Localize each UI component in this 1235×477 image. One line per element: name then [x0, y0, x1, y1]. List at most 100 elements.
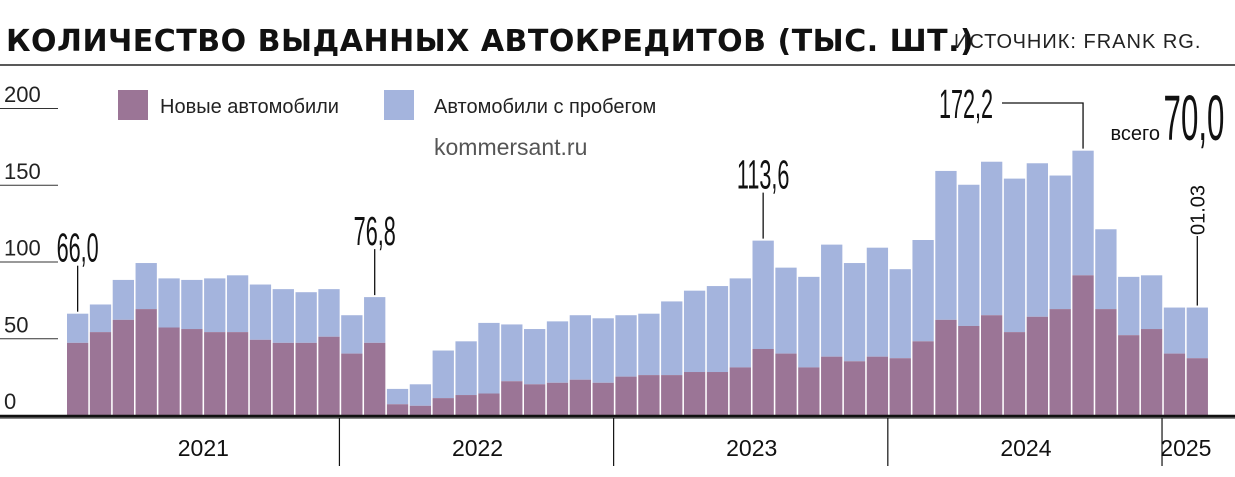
total-value-label: 172,2	[939, 82, 993, 127]
bar-used	[638, 313, 660, 376]
watermark-text: kommersant.ru	[434, 134, 587, 160]
current-total-prefix: всего	[1110, 123, 1160, 145]
bar-used	[226, 275, 249, 333]
y-tick-label: 0	[4, 389, 16, 414]
bar-new	[1049, 309, 1071, 415]
chart-title: КОЛИЧЕСТВО ВЫДАННЫХ АВТОКРЕДИТОВ (ТЫС. Ш…	[6, 24, 974, 59]
legend-swatch-used	[384, 90, 414, 120]
bar-new	[958, 325, 980, 415]
bar-used	[821, 244, 843, 357]
bar-new	[981, 315, 1003, 415]
bar-used	[89, 304, 112, 333]
bar-used	[432, 350, 454, 399]
bar-new	[1163, 353, 1186, 415]
bar-used	[1026, 163, 1048, 317]
bar-new	[1186, 358, 1208, 415]
bar-new	[135, 309, 157, 415]
bar-new	[409, 405, 432, 415]
bar-used	[912, 240, 934, 342]
bar-new	[683, 372, 706, 415]
bar-used	[1049, 175, 1071, 310]
bar-new	[226, 332, 249, 415]
current-date-label: 01.03	[1187, 185, 1209, 235]
bar-used	[364, 297, 386, 343]
bar-new	[501, 381, 523, 415]
bar-used	[501, 324, 523, 382]
bar-used	[1003, 178, 1026, 333]
bar-used	[866, 247, 889, 357]
total-value-label: 66,0	[57, 226, 99, 271]
bar-new	[546, 382, 569, 415]
x-year-label: 2025	[1160, 435, 1211, 461]
bar-used	[318, 289, 340, 337]
bar-new	[295, 342, 317, 415]
bar-new	[615, 376, 637, 415]
bar-used	[843, 263, 866, 362]
bar-new	[249, 339, 272, 415]
bar-used	[135, 263, 157, 310]
bar-used	[181, 279, 203, 330]
bar-used	[249, 284, 272, 340]
bar-used	[935, 170, 957, 320]
bar-used	[67, 313, 89, 343]
bar-new	[1026, 316, 1048, 415]
bar-used	[1186, 307, 1208, 359]
total-leader-line	[1002, 102, 1084, 149]
bar-new	[112, 319, 134, 415]
bar-used	[295, 292, 317, 343]
total-value-label: 76,8	[354, 209, 396, 254]
legend-label-new: Новые автомобили	[160, 96, 339, 118]
bar-used	[615, 315, 637, 377]
bar-used	[478, 322, 500, 394]
bar-used	[661, 301, 683, 376]
bar-new	[364, 342, 386, 415]
bar-new	[318, 336, 340, 415]
bar-used	[798, 276, 820, 368]
bar-new	[1095, 309, 1117, 415]
total-value-label: 113,6	[737, 152, 789, 197]
bar-new	[204, 332, 226, 415]
legend-swatch-new	[118, 90, 148, 120]
y-tick-label: 100	[4, 236, 41, 261]
bar-new	[89, 332, 112, 415]
bar-new	[1003, 332, 1026, 415]
bar-used	[592, 318, 614, 383]
x-axis: 2021 2022 2023 2024 2025	[0, 414, 1235, 466]
bar-new	[661, 375, 683, 415]
bar-new	[478, 393, 500, 415]
bar-new	[432, 398, 454, 415]
y-tick-label: 50	[4, 312, 28, 337]
bar-new	[729, 367, 751, 415]
x-year-label: 2024	[1000, 435, 1051, 461]
bar-new	[1140, 329, 1163, 415]
bar-new	[341, 353, 363, 415]
bar-used	[729, 278, 751, 368]
bar-new	[821, 356, 843, 415]
bar-used	[386, 388, 409, 405]
current-total-value: 70,0	[1164, 81, 1225, 154]
chart-source: ИСТОЧНИК: FRANK RG.	[954, 31, 1201, 53]
bar-new	[181, 329, 203, 415]
bar-used	[546, 321, 569, 383]
bar-new	[524, 384, 546, 415]
bar-new	[706, 372, 729, 415]
bar-new	[638, 375, 660, 415]
bar-new	[912, 341, 934, 415]
bar-new	[386, 404, 409, 415]
bar-new	[592, 382, 614, 415]
bar-used	[706, 286, 729, 373]
bar-used	[569, 315, 591, 380]
bar-new	[1072, 275, 1094, 415]
y-tick-labels: 0 50 100 150 200	[4, 82, 41, 414]
bar-used	[1140, 275, 1163, 330]
y-tick-label: 200	[4, 82, 41, 107]
bar-used	[958, 184, 980, 326]
bar-new	[775, 353, 797, 415]
bar-new	[67, 342, 89, 415]
x-year-label: 2021	[178, 435, 229, 461]
bar-used	[272, 289, 294, 343]
bar-new	[752, 348, 774, 415]
bar-new	[889, 358, 911, 415]
bar-used	[752, 240, 774, 349]
